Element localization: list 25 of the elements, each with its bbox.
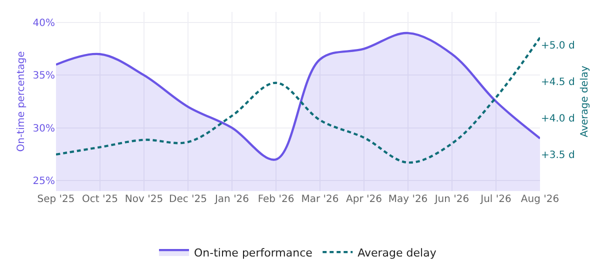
x-tick-label: Feb '26 xyxy=(258,194,294,205)
y-axis-title: On-time percentage xyxy=(16,51,27,152)
y-tick-label: 35% xyxy=(32,70,55,82)
x-tick-label: Sep '25 xyxy=(37,194,75,205)
y2-tick-label: +3.5 d xyxy=(541,150,575,161)
y2-tick-label: +5.0 d xyxy=(541,40,575,52)
line-series xyxy=(56,36,540,164)
y-tick-label: 40% xyxy=(32,18,55,30)
y2-tick-label: +4.5 d xyxy=(541,76,575,88)
x-tick-label: Jul '26 xyxy=(480,194,512,205)
x-tick-label: Jan '26 xyxy=(214,194,250,205)
legend-label: On-time performance xyxy=(194,246,313,260)
x-tick-label: Oct '25 xyxy=(82,194,118,205)
y2-tick-label: +4.0 d xyxy=(541,113,575,124)
y-tick-label: 30% xyxy=(32,123,55,134)
x-tick-label: Aug '26 xyxy=(520,194,560,205)
x-tick-label: May '26 xyxy=(388,194,428,205)
y-tick-label: 25% xyxy=(32,176,55,187)
x-tick-label: Apr '26 xyxy=(346,194,382,205)
x-tick-label: Mar '26 xyxy=(301,194,339,205)
y2-axis-title: Average delay xyxy=(579,66,590,138)
legend-label: Average delay xyxy=(358,246,437,260)
x-tick-label: Dec '25 xyxy=(168,194,208,205)
x-tick-label: Nov '25 xyxy=(124,194,164,205)
x-tick-label: Jun '26 xyxy=(434,194,470,205)
